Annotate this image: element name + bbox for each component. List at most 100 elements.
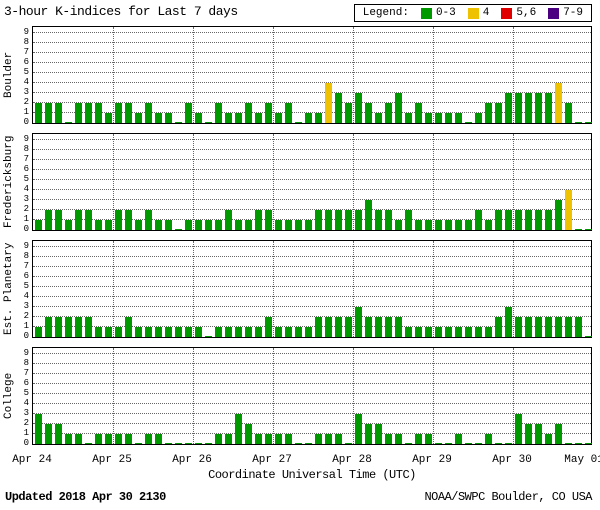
y-tick-label: 8 — [23, 251, 29, 261]
y-tick-label: 8 — [23, 358, 29, 368]
plot-area — [32, 133, 592, 231]
k-index-bar — [514, 93, 522, 123]
k-index-bar — [314, 113, 322, 123]
k-index-bar — [254, 327, 262, 337]
k-index-bar — [534, 317, 542, 337]
k-index-bar — [334, 210, 342, 230]
k-index-bar — [474, 210, 482, 230]
k-index-bar — [494, 317, 502, 337]
k-index-bar — [264, 317, 272, 337]
k-index-bar — [154, 327, 162, 337]
x-tick-label: Apr 28 — [332, 454, 372, 466]
k-index-bar — [474, 113, 482, 123]
k-index-bar — [294, 121, 302, 123]
h-gridline — [33, 112, 591, 113]
k-index-bar — [304, 327, 312, 337]
h-gridline — [33, 179, 591, 180]
k-index-bar — [264, 210, 272, 230]
k-index-bar — [434, 327, 442, 337]
k-index-bar — [514, 317, 522, 337]
y-tick-label: 4 — [23, 291, 29, 301]
y-tick-label: 5 — [23, 388, 29, 398]
y-tick-label: 6 — [23, 378, 29, 388]
y-tick-label: 4 — [23, 184, 29, 194]
k-index-bar — [154, 113, 162, 123]
k-index-bar — [134, 113, 142, 123]
k-index-bar — [104, 113, 112, 123]
h-gridline — [33, 219, 591, 220]
k-index-bar — [394, 434, 402, 444]
legend-swatch — [501, 7, 513, 19]
plot-area — [32, 240, 592, 338]
k-index-bar — [254, 210, 262, 230]
k-index-bar — [374, 113, 382, 123]
k-index-bar — [544, 210, 552, 230]
k-index-bar — [454, 220, 462, 230]
k-index-bar — [404, 442, 412, 444]
k-index-bar — [554, 317, 562, 337]
y-tick-label: 9 — [23, 27, 29, 37]
k-index-bar — [214, 434, 222, 444]
k-index-bar — [414, 327, 422, 337]
v-gridline — [433, 348, 434, 444]
k-index-bar — [224, 113, 232, 123]
k-index-bar — [54, 317, 62, 337]
k-index-bar — [114, 434, 122, 444]
k-index-bar — [584, 228, 592, 230]
y-tick-label: 2 — [23, 204, 29, 214]
k-index-bar — [274, 327, 282, 337]
k-index-bar — [144, 327, 152, 337]
k-index-bar — [434, 220, 442, 230]
legend-item-label: 4 — [482, 7, 490, 19]
k-index-bar — [94, 327, 102, 337]
k-index-bar — [344, 210, 352, 230]
h-gridline — [33, 316, 591, 317]
k-index-bar — [504, 307, 512, 337]
k-index-bar — [574, 317, 582, 337]
k-index-bar — [514, 210, 522, 230]
y-tick-label: 7 — [23, 154, 29, 164]
k-index-bar — [164, 442, 172, 444]
k-index-bar — [464, 327, 472, 337]
k-index-bar — [124, 317, 132, 337]
updated-timestamp: Updated 2018 Apr 30 2130 — [5, 490, 166, 504]
k-index-bar — [444, 327, 452, 337]
h-gridline — [33, 246, 591, 247]
y-tick-label: 4 — [23, 398, 29, 408]
v-gridline — [113, 241, 114, 337]
y-tick-label: 1 — [23, 321, 29, 331]
k-index-bar — [564, 317, 572, 337]
k-index-bar — [564, 190, 572, 230]
k-index-bar — [114, 327, 122, 337]
station-label: Fredericksburg — [3, 135, 15, 229]
k-index-bar — [74, 210, 82, 230]
k-index-bar — [244, 103, 252, 123]
k-index-bar — [304, 442, 312, 444]
k-index-bar — [464, 442, 472, 444]
k-index-bar — [124, 434, 132, 444]
v-gridline — [513, 348, 514, 444]
legend-item: 4 — [467, 7, 490, 19]
y-tick-label: 1 — [23, 428, 29, 438]
h-gridline — [33, 189, 591, 190]
k-index-bar — [424, 113, 432, 123]
chart-title: 3-hour K-indices for Last 7 days — [4, 4, 238, 19]
k-index-bar — [74, 434, 82, 444]
v-gridline — [113, 134, 114, 230]
v-gridline — [113, 348, 114, 444]
k-index-bar — [334, 317, 342, 337]
h-gridline — [33, 353, 591, 354]
k-index-bar — [354, 93, 362, 123]
k-index-bar — [94, 220, 102, 230]
k-index-bar — [54, 424, 62, 444]
k-index-bar — [124, 210, 132, 230]
k-index-bar — [84, 442, 92, 444]
h-gridline — [33, 403, 591, 404]
k-index-bar — [54, 210, 62, 230]
y-tick-label: 0 — [23, 224, 29, 234]
k-index-bar — [384, 210, 392, 230]
k-index-bar — [334, 434, 342, 444]
k-index-bar — [144, 210, 152, 230]
h-gridline — [33, 306, 591, 307]
